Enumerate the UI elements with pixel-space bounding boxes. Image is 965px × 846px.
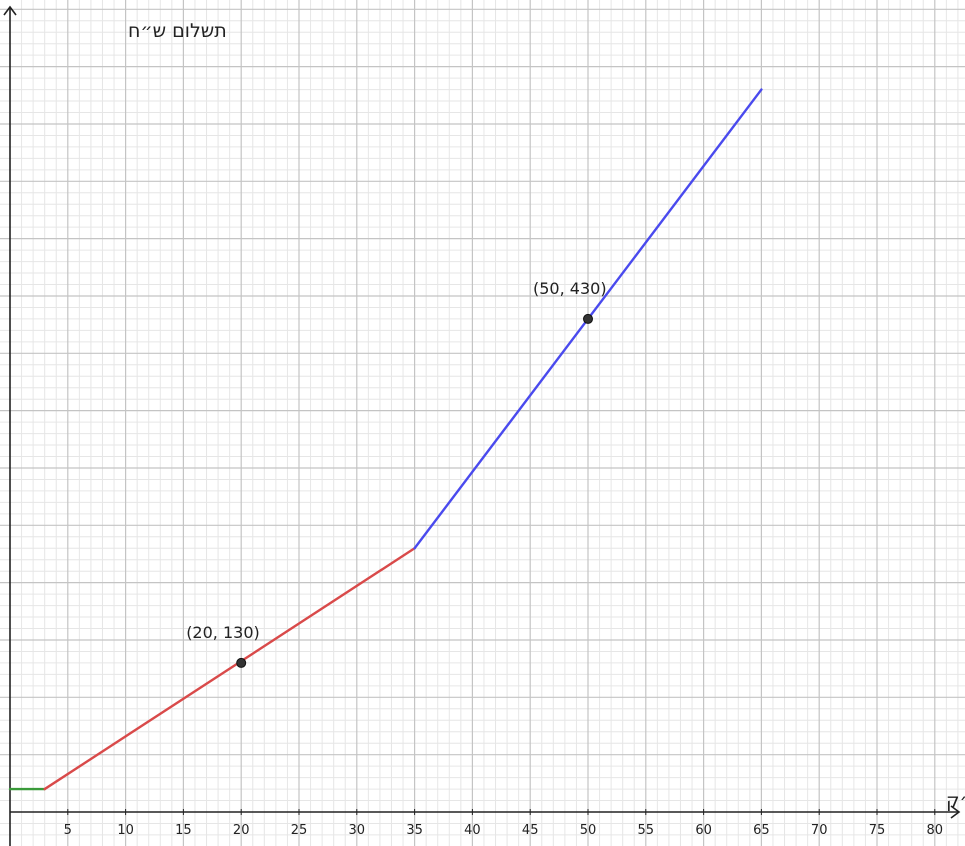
series-line [43,547,416,791]
x-tick-label: 5 [64,823,72,838]
data-point-label: (20, 130) [186,623,260,642]
x-tick-label: 65 [753,823,770,838]
data-points: (20, 130) (50, 430) [186,279,607,668]
series-lines [8,88,763,791]
x-tick-label: 60 [695,823,712,838]
x-axis-title: כמות מים מ״ק [946,790,965,812]
y-axis-title: תשלום ש״ח [128,20,227,42]
x-tick-label: 40 [464,823,481,838]
data-point [236,657,247,668]
x-tick-label: 45 [522,823,539,838]
x-tick-label: 50 [580,823,597,838]
x-tick-label: 15 [175,823,192,838]
data-point-label: (50, 430) [533,279,607,298]
x-tick-labels: 5 10 15 20 25 30 35 40 45 50 55 60 65 70 75 80 [64,809,943,838]
x-tick-label: 35 [406,823,423,838]
x-tick-label: 25 [291,823,308,838]
x-tick-label: 75 [869,823,886,838]
x-axis-arrow-icon [950,805,961,819]
x-tick-label: 30 [349,823,366,838]
x-tick-label: 70 [811,823,828,838]
axes [3,5,961,846]
x-tick-label: 20 [233,823,250,838]
data-point [583,313,593,324]
x-tick-label: 80 [927,823,944,838]
y-axis-arrow-icon [3,5,17,16]
x-tick-label: 10 [117,823,134,838]
x-tick-label: 55 [638,823,655,838]
